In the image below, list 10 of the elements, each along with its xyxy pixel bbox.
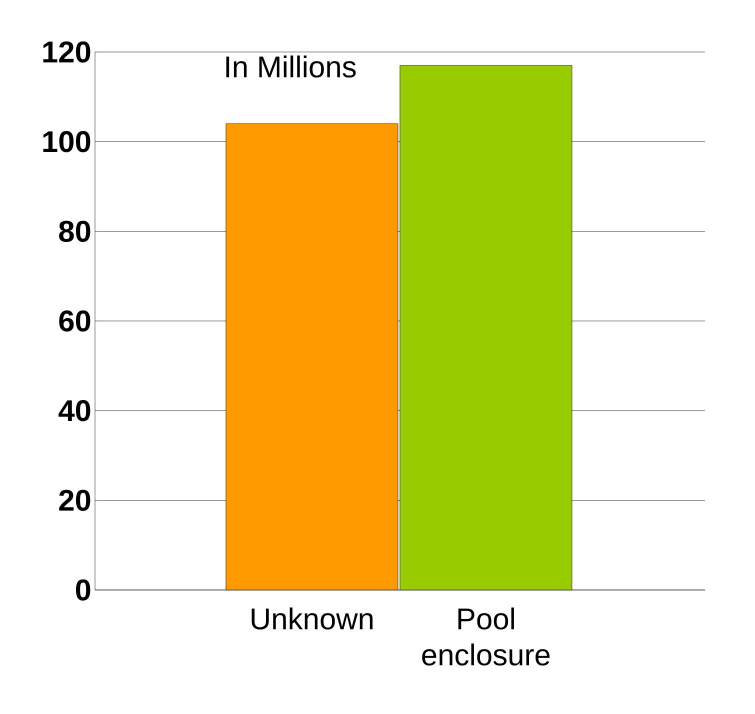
- y-tick-label: 60: [59, 310, 90, 332]
- y-tick-label: 80: [59, 220, 90, 242]
- x-tick-label: Pool enclosure: [422, 608, 550, 666]
- y-tick-label: 20: [59, 490, 90, 511]
- x-tick-label: Unknown: [252, 608, 373, 630]
- y-tick-label: 40: [58, 400, 90, 422]
- y-tick-label: 100: [43, 131, 90, 152]
- y-tick-label: 120: [43, 41, 90, 63]
- annotation: In Millions: [226, 56, 356, 78]
- y-tick-label: 0: [76, 579, 90, 601]
